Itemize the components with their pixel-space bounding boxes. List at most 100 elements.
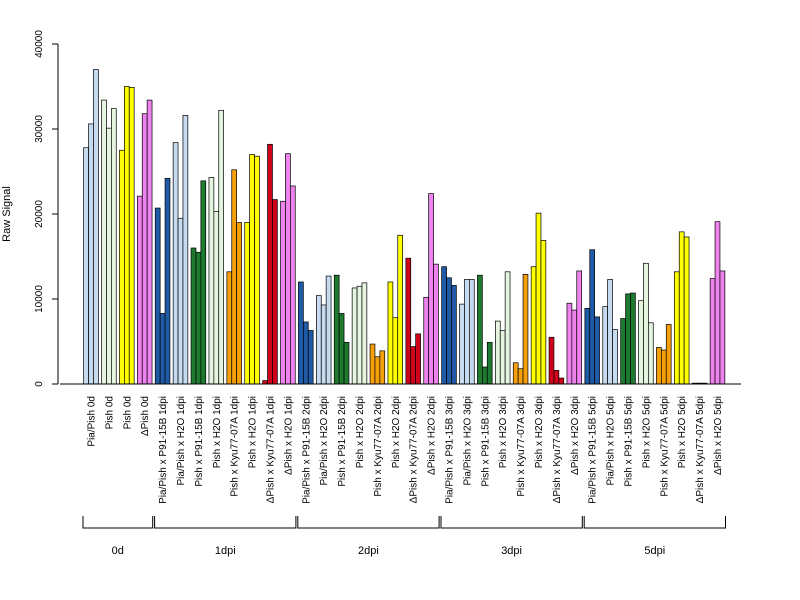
bar-32-rep2 xyxy=(660,349,667,385)
bar-25-rep2 xyxy=(535,212,542,385)
bar-1-rep3 xyxy=(110,108,117,385)
bar-6-rep3 xyxy=(200,180,207,385)
x-tick-label: Pish x H2O 1dpi xyxy=(248,396,259,468)
bar-22-rep3 xyxy=(486,342,493,385)
bar-30-rep3 xyxy=(630,292,636,385)
x-tick-label: Pish x Kyu77-07A 5dpi xyxy=(659,396,670,497)
bar-29-rep1 xyxy=(602,306,609,385)
bar-3-rep3 xyxy=(146,99,153,385)
y-tick-label: 10000 xyxy=(34,285,45,313)
bar-23-rep2 xyxy=(499,330,506,385)
x-tick-label: Pish x H2O 5dpi xyxy=(641,396,652,468)
bar-25-rep3 xyxy=(540,240,547,385)
bar-22-rep1 xyxy=(477,274,483,385)
bar-32-rep3 xyxy=(665,324,672,385)
bar-24-rep2 xyxy=(517,368,524,385)
bar-14-rep1 xyxy=(333,274,340,385)
x-tick-label: Pia/Pish 0d xyxy=(87,396,98,447)
bar-15-rep3 xyxy=(361,282,368,385)
bar-30-rep2 xyxy=(625,293,631,385)
group-label: 0d xyxy=(112,545,124,557)
bar-26-rep1 xyxy=(548,336,555,385)
x-tick-label: Pish x H2O 1dpi xyxy=(212,396,223,468)
x-tick-label: Pish x Kyu77-07A 3dpi xyxy=(516,396,527,497)
x-tick-label: ΔPish x Kyu77-07A 3dpi xyxy=(552,396,563,503)
bar-30-rep1 xyxy=(620,318,626,385)
bar-21-rep1 xyxy=(459,303,465,385)
bar-31-rep3 xyxy=(647,322,654,385)
group-label: 1dpi xyxy=(215,545,236,557)
bar-21-rep2 xyxy=(464,279,470,385)
bar-29-rep2 xyxy=(607,279,613,385)
group-bracket: 1dpi xyxy=(154,516,297,557)
bar-8-rep2 xyxy=(231,169,238,385)
x-tick-label: Pia/Pish x H2O 3dpi xyxy=(462,396,473,486)
bar-2-rep3 xyxy=(128,86,135,385)
bar-15-rep1 xyxy=(351,287,358,385)
bar-1-rep2 xyxy=(106,127,112,385)
x-tick-label: Pish x H2O 2dpi xyxy=(391,396,402,468)
y-tick-label: 0 xyxy=(34,381,45,387)
bracket-line xyxy=(82,516,154,529)
group-brackets: 0d 1dpi 2dpi 3dpi 5dpi xyxy=(82,516,726,557)
bar-21-rep3 xyxy=(469,279,475,385)
bar-20-rep1 xyxy=(441,266,447,385)
x-tick-label: Pish x P91-15B 5dpi xyxy=(624,396,635,487)
bar-10-rep1 xyxy=(262,380,268,385)
bar-33-rep2 xyxy=(678,231,685,385)
bar-35-rep2 xyxy=(714,221,721,385)
bar-23-rep3 xyxy=(504,271,511,385)
bar-17-rep3 xyxy=(397,234,404,385)
y-tick-label: 20000 xyxy=(34,200,45,228)
bar-0-rep1 xyxy=(83,147,89,385)
group-bracket: 2dpi xyxy=(297,516,440,557)
group-label: 2dpi xyxy=(358,545,379,557)
bar-14-rep2 xyxy=(338,313,345,385)
bar-9-rep2 xyxy=(249,154,255,385)
bar-27-rep1 xyxy=(566,302,573,385)
bar-11-rep2 xyxy=(285,153,291,385)
bar-4-rep3 xyxy=(164,177,171,385)
bar-7-rep2 xyxy=(213,211,220,385)
bar-13-rep2 xyxy=(320,304,327,385)
y-axis: 0 10000 20000 30000 40000 xyxy=(34,30,741,387)
group-label: 3dpi xyxy=(501,545,522,557)
x-tick-label: Pia/Pish x P91-15B 2dpi xyxy=(301,396,312,504)
x-tick-label: Pish x H2O 5dpi xyxy=(677,396,688,468)
bar-7-rep3 xyxy=(218,109,225,385)
bar-16-rep2 xyxy=(374,356,381,385)
x-tick-label: Pia/Pish x P91-15B 5dpi xyxy=(588,396,599,504)
bar-13-rep3 xyxy=(325,275,332,385)
bar-5-rep2 xyxy=(177,217,184,385)
bar-12-rep1 xyxy=(298,281,304,385)
x-tick-label: Pish x H2O 3dpi xyxy=(498,396,509,468)
bar-0-rep2 xyxy=(88,123,94,385)
bar-31-rep2 xyxy=(643,262,649,385)
bar-24-rep1 xyxy=(512,362,519,385)
bracket-line xyxy=(154,516,297,529)
bar-18-rep1 xyxy=(405,257,412,385)
bar-6-rep2 xyxy=(195,251,202,385)
bar-20-rep3 xyxy=(451,285,457,385)
group-bracket: 3dpi xyxy=(440,516,583,557)
x-tick-label: ΔPish x Kyu77-07A 2dpi xyxy=(409,396,420,503)
x-tick-label: Pish x P91-15B 1dpi xyxy=(194,396,205,487)
bar-5-rep3 xyxy=(182,115,189,385)
bar-33-rep3 xyxy=(683,236,690,385)
bar-3-rep1 xyxy=(137,195,143,385)
bar-9-rep1 xyxy=(244,222,251,385)
bracket-line xyxy=(583,516,726,529)
bar-19-rep1 xyxy=(423,296,430,385)
bar-26-rep2 xyxy=(553,370,560,385)
bar-33-rep1 xyxy=(673,271,680,385)
x-tick-label: ΔPish x H2O 2dpi xyxy=(427,396,438,475)
bar-29-rep3 xyxy=(612,329,618,385)
x-tick-label: Pia/Pish x H2O 5dpi xyxy=(606,396,617,486)
y-axis-title: Raw Signal xyxy=(1,186,13,242)
bar-15-rep2 xyxy=(356,285,363,385)
group-label: 5dpi xyxy=(644,545,665,557)
bar-17-rep1 xyxy=(387,281,394,385)
bar-17-rep2 xyxy=(392,317,399,385)
bracket-line xyxy=(297,516,440,529)
bar-18-rep2 xyxy=(410,346,417,385)
